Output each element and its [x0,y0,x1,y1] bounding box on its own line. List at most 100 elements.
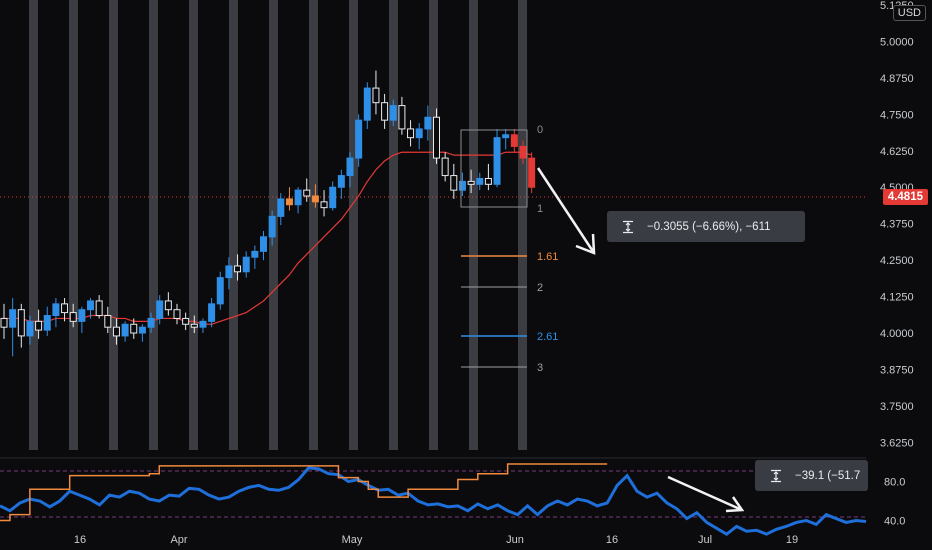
candle[interactable] [121,321,129,342]
candle[interactable] [346,152,354,188]
candle[interactable] [43,306,51,336]
osc-arrow[interactable] [667,475,745,513]
candle[interactable] [69,303,77,328]
candle[interactable] [268,210,276,246]
price-measure-tooltip[interactable]: −0.3055 (−6.66%), −611 [607,211,805,242]
candle[interactable] [104,306,112,334]
currency-badge[interactable]: USD [892,5,926,21]
candle[interactable] [35,309,43,339]
candle-body [493,137,501,185]
candle[interactable] [156,295,164,325]
fib-label-2: 2 [537,282,543,294]
candle[interactable] [407,120,415,147]
candle[interactable] [208,298,216,328]
time-axis[interactable]: 16 Apr May Jun 16 Jul 19 [74,534,798,546]
candle[interactable] [311,184,319,208]
candle[interactable] [164,292,172,316]
candle[interactable] [441,152,449,182]
candle-body [294,189,302,206]
candle[interactable] [173,303,181,325]
time-tick-label: 16 [74,534,86,546]
candles[interactable] [0,70,536,357]
candle[interactable] [372,70,380,115]
fibonacci-extension[interactable]: 0 1 1.61 2 2.61 3 [460,124,558,374]
candle[interactable] [493,128,501,188]
candle[interactable] [329,181,337,211]
candle[interactable] [9,298,17,357]
candle-body [164,300,172,311]
candle-body [458,180,466,191]
candle[interactable] [294,187,302,214]
candle-body [502,134,510,139]
candle[interactable] [355,114,363,167]
candle[interactable] [216,271,224,310]
candle[interactable] [225,257,233,290]
candle-body [69,312,77,322]
candle-body [424,116,432,130]
candle[interactable] [277,193,285,226]
candle[interactable] [95,295,103,319]
candle[interactable] [337,169,345,199]
candle[interactable] [381,93,389,129]
candle[interactable] [0,303,8,339]
candle[interactable] [112,318,120,345]
price-tick-label: 4.7500 [880,109,914,121]
candle[interactable] [251,245,259,269]
highlight-bar-12 [518,0,527,450]
candle[interactable] [52,298,60,328]
candle[interactable] [138,324,146,342]
candle[interactable] [398,96,406,135]
candle-body [346,157,354,177]
candle[interactable] [510,128,518,153]
time-tick-label: Jul [698,534,712,546]
price-axis[interactable]: 5.12505.00004.87504.75004.62504.50004.37… [880,0,914,449]
candle[interactable] [467,169,475,194]
candle[interactable] [147,312,155,334]
candle[interactable] [26,315,34,345]
candle[interactable] [484,163,492,191]
candle[interactable] [303,178,311,202]
price-measure-text: −0.3055 (−6.66%), −611 [647,220,771,233]
osc-measure-tooltip[interactable]: −39.1 (−51.7 [755,460,868,491]
price-arrow[interactable] [536,167,596,255]
candle-body [441,157,449,177]
candle[interactable] [415,123,423,150]
oscillator-lines [0,463,867,536]
fib-range-box[interactable] [460,129,528,208]
candle[interactable] [528,152,536,194]
candle-body [147,317,155,328]
candle[interactable] [458,172,466,196]
candle[interactable] [519,140,527,164]
candle[interactable] [182,312,190,331]
candle-body [208,303,216,322]
candle-body [182,317,190,325]
oscillator-axis[interactable]: 80.0 40.0 [884,477,905,528]
candle[interactable] [242,251,250,278]
candle-body [104,315,112,328]
candle[interactable] [502,128,510,150]
candle[interactable] [363,82,371,129]
candle[interactable] [285,187,293,211]
oscillator-line [0,466,867,536]
candle[interactable] [199,318,207,334]
candle-body [407,128,415,139]
candle[interactable] [320,190,328,217]
price-tick-label: 4.8750 [880,73,914,85]
candle[interactable] [389,99,397,127]
price-tick-label: 3.8750 [880,364,914,376]
candle[interactable] [78,306,86,334]
candle[interactable] [87,298,94,319]
candle[interactable] [234,254,242,281]
candle[interactable] [61,298,69,322]
candle[interactable] [17,303,25,348]
candle[interactable] [130,318,138,339]
candle[interactable] [424,105,432,141]
candle[interactable] [433,108,440,164]
price-tick-label: 4.6250 [880,146,914,158]
candle-body [433,116,440,159]
candle[interactable] [450,163,458,199]
candle[interactable] [260,230,267,261]
candle[interactable] [190,315,198,334]
candle[interactable] [476,172,484,191]
